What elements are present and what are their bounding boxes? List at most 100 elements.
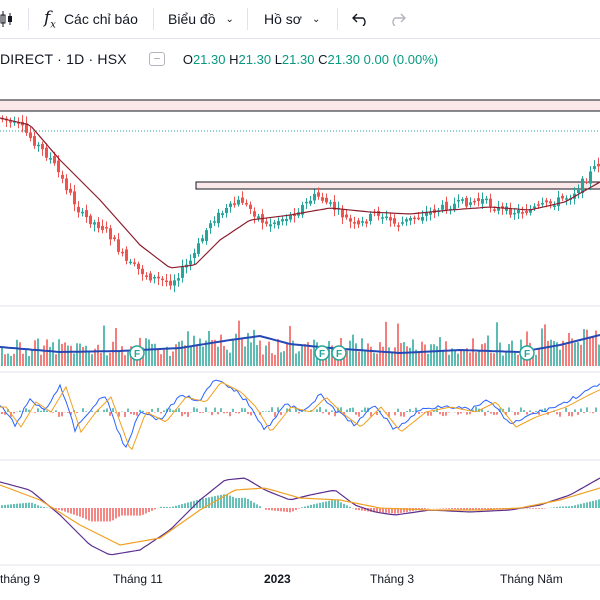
volume-bar [13, 353, 15, 366]
macd-histogram-bar [211, 412, 213, 416]
volume-bar [241, 338, 243, 366]
candle-body [125, 249, 128, 261]
volume-bar [142, 347, 144, 366]
volume-bar [37, 338, 39, 366]
event-marker-circle[interactable] [129, 345, 145, 361]
support-zone[interactable] [195, 181, 600, 190]
volume-bar [223, 345, 225, 366]
redo-button[interactable] [388, 0, 406, 38]
hide-series-icon[interactable] [148, 52, 165, 66]
oscillator-histogram-bar [25, 502, 27, 508]
chart-type-dropdown[interactable]: Biểu đồ ⌄ [168, 0, 234, 38]
volume-bar [229, 352, 231, 366]
candle-body [533, 206, 536, 209]
oscillator-histogram-bar [241, 497, 243, 508]
oscillator-histogram-bar [592, 500, 594, 508]
event-marker-circle[interactable] [331, 345, 347, 361]
undo-button[interactable] [352, 0, 370, 38]
volume-bar [445, 341, 447, 366]
oscillator-histogram-bar [190, 501, 192, 508]
macd-histogram-bar [523, 410, 525, 412]
oscillator-histogram-bar [529, 508, 531, 509]
symbol-title[interactable]: DIRECT · 1D · HSX [0, 51, 127, 67]
oscillator-histogram-bar [370, 508, 372, 512]
macd-histogram-bar [166, 408, 168, 412]
close-key: C [318, 51, 328, 67]
volume-bar [43, 345, 45, 366]
event-marker-label: F [134, 349, 140, 360]
resistance-zone[interactable] [0, 99, 600, 112]
candle-body [409, 217, 412, 221]
volume-bar [271, 353, 273, 366]
candle-style-button[interactable] [0, 0, 14, 38]
volume-bar [568, 332, 570, 366]
moving-average-line [0, 117, 600, 269]
event-marker-circle[interactable] [314, 345, 330, 361]
volume-bar [136, 353, 138, 366]
oscillator-histogram-bar [280, 508, 282, 512]
low-value: 21.30 [281, 51, 315, 67]
volume-bar [82, 346, 84, 366]
candle-body [13, 121, 16, 123]
event-marker-circle[interactable] [519, 345, 535, 361]
macd-histogram-bar [76, 412, 78, 413]
macd-histogram-bar [52, 412, 54, 413]
candle-body [329, 202, 332, 204]
macd-histogram-bar [22, 411, 24, 412]
oscillator-histogram-bar [580, 503, 582, 508]
macd-histogram-bar [568, 412, 570, 417]
volume-bar [565, 344, 567, 366]
macd-histogram-bar [469, 412, 471, 415]
candle-body [249, 204, 252, 209]
macd-histogram-bar [61, 412, 63, 417]
oscillator-histogram-bar [346, 505, 348, 508]
volume-bar [259, 340, 261, 366]
oscillator-histogram-bar [571, 505, 573, 508]
candle-body [185, 264, 188, 268]
candle-body [233, 203, 236, 206]
candle-body [301, 204, 304, 215]
macd-histogram-bar [490, 412, 492, 414]
candle-body [109, 228, 112, 240]
candle-body [65, 178, 68, 191]
indicators-button[interactable]: fx Các chỉ báo [44, 0, 138, 38]
candle-body [373, 211, 376, 214]
volume-bar [574, 342, 576, 366]
macd-histogram-bar [187, 412, 189, 417]
oscillator-histogram-bar [88, 508, 90, 521]
candle-body [73, 191, 76, 205]
profile-dropdown[interactable]: Hồ sơ ⌄ [264, 0, 320, 38]
oscillator-histogram-bar [376, 508, 378, 513]
candle-body [77, 206, 80, 213]
macd-histogram-bar [214, 407, 216, 412]
candle-body [441, 204, 444, 210]
macd-histogram-bar [160, 412, 162, 414]
candle-body [113, 237, 116, 240]
macd-histogram-bar [460, 412, 462, 414]
oscillator-histogram-bar [151, 508, 153, 511]
oscillator-histogram-bar [292, 508, 294, 512]
oscillator-histogram-bar [586, 502, 588, 508]
oscillator-histogram-bar [130, 508, 132, 516]
volume-bar [238, 320, 240, 366]
volume-bar [442, 351, 444, 366]
candle-body [217, 212, 220, 224]
toolbar-divider [153, 8, 154, 30]
candle-body [333, 201, 336, 210]
macd-histogram-bar [247, 412, 249, 414]
oscillator-histogram-bar [169, 507, 171, 508]
oscillator-histogram-bar [334, 499, 336, 508]
candle-body [285, 218, 288, 222]
volume-bar [595, 330, 597, 366]
volume-bar [292, 340, 294, 366]
candle-body [117, 239, 120, 252]
indicators-label: Các chỉ báo [63, 11, 138, 27]
macd-histogram-bar [493, 412, 495, 415]
macd-histogram-bar [25, 408, 27, 412]
macd-histogram-bar [355, 412, 357, 415]
macd-histogram-bar [103, 409, 105, 412]
macd-histogram-bar [280, 412, 282, 416]
close-value: 21.30 [327, 51, 361, 67]
volume-bar [235, 333, 237, 366]
